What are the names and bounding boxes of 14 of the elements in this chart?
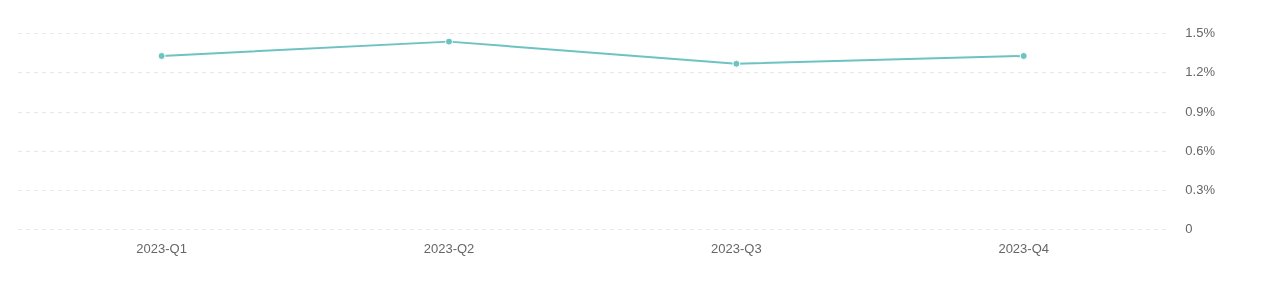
y-tick-label: 0.3% — [1185, 181, 1216, 197]
x-tick-label: 2023-Q4 — [998, 240, 1049, 256]
y-tick-label: 0 — [1185, 220, 1193, 236]
y-tick-label: 1.2% — [1185, 64, 1216, 80]
point — [732, 59, 741, 68]
point — [445, 37, 454, 46]
point — [1019, 51, 1028, 60]
x-tick-label: 2023-Q2 — [423, 240, 475, 256]
y-tick-label: 0.9% — [1185, 103, 1216, 119]
x-tick-label: 2023-Q3 — [711, 240, 762, 256]
y-tick-label: 0.6% — [1185, 142, 1216, 158]
y-tick-label: 1.5% — [1185, 25, 1216, 41]
point — [157, 51, 166, 60]
x-tick-label: 2023-Q1 — [136, 240, 187, 256]
